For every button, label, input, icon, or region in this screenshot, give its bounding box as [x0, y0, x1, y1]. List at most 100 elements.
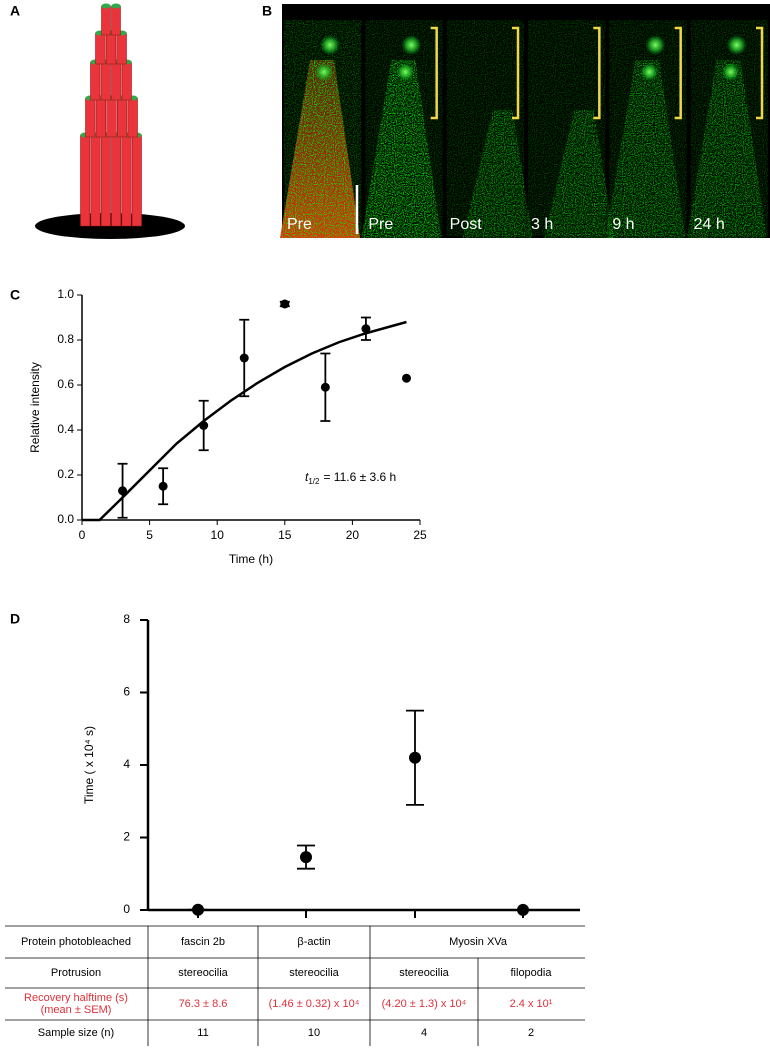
table-cell: (4.20 ± 1.3) x 10⁴	[382, 998, 467, 1010]
fit-curve	[82, 320, 407, 522]
frame-label: Pre	[287, 216, 312, 233]
cylinder	[117, 97, 128, 138]
y-axis-title: Time ( x 10⁴ s)	[82, 726, 96, 804]
tip-signal	[645, 35, 666, 55]
green-stain	[462, 110, 533, 238]
table-cell: 10	[308, 1027, 320, 1039]
y-tick-label: 4	[123, 757, 130, 771]
y-tick-label: 0.2	[57, 467, 74, 481]
table-cell: stereocilia	[399, 967, 449, 979]
annotation-part: t	[305, 470, 309, 484]
table-cell: (1.46 ± 0.32) x 10⁴	[269, 998, 360, 1010]
frame-label: 24 h	[694, 216, 725, 233]
table-cell: Myosin XVa	[449, 936, 508, 948]
y-tick-label: 1.0	[57, 287, 74, 301]
y-tick-label: 8	[123, 612, 130, 626]
table-cell: 4	[421, 1027, 427, 1039]
table-cell: 11	[197, 1027, 208, 1039]
y-tick-label: 0.6	[57, 377, 74, 391]
bracket	[430, 26, 438, 120]
tip-signal	[315, 63, 333, 81]
y-tick-label: 2	[123, 830, 130, 844]
table: Protein photobleached fascin 2b β-actin Myo…	[5, 925, 585, 1046]
data-point	[401, 373, 411, 383]
bracket	[756, 26, 764, 120]
cylinder	[121, 134, 132, 227]
tip-signal	[721, 63, 740, 81]
tip-signal	[320, 35, 340, 55]
micrograph: Pre Pre Post 3 h 9 h 24 h	[280, 4, 770, 238]
cylinder	[100, 61, 111, 101]
table-cell: Protrusion	[51, 967, 101, 979]
cylinder	[90, 134, 101, 227]
table-cell: 76.3 ± 8.6	[179, 998, 228, 1010]
tip-signal	[396, 63, 415, 81]
cylinder	[85, 97, 96, 138]
panel-c: C 0.0 0.2 0.4 0.6 0.8 1.0 0 5 10 15 20 25 Time (h) Rel…	[10, 287, 427, 566]
tip	[101, 3, 111, 9]
cylinder	[95, 32, 106, 65]
x-tick-label: 20	[346, 528, 360, 542]
data-point	[158, 481, 168, 491]
frame-label: 9 h	[612, 216, 634, 233]
table-cell: β-actin	[297, 936, 330, 948]
cylinder	[111, 61, 122, 101]
x-tick-label: 15	[278, 528, 292, 542]
table-cell: Recovery halftime (s)	[24, 992, 128, 1004]
x-tick-label: 0	[79, 528, 86, 542]
data-point	[409, 751, 421, 764]
cylinder	[95, 97, 106, 138]
cylinder	[100, 134, 111, 227]
table-cell: 2.4 x 10¹	[510, 998, 553, 1010]
cylinder	[121, 61, 132, 101]
table-cell: 2	[528, 1027, 534, 1039]
frame-label: Post	[450, 216, 483, 233]
x-tick-label: 5	[146, 528, 153, 542]
y-tick-label: 0.4	[57, 422, 74, 436]
data-point	[192, 903, 204, 916]
stereocilia-diagram	[35, 3, 185, 239]
cylinder	[111, 5, 121, 36]
panel-label: B	[262, 3, 272, 19]
data-point	[239, 353, 249, 363]
bracket	[593, 26, 601, 120]
green-stain	[361, 60, 442, 238]
frame-label: Pre	[368, 216, 393, 233]
panel-d: D 0 2 4 6 8 Time ( x 10⁴ s)	[10, 611, 580, 918]
panel-label: D	[10, 611, 20, 627]
table-cell: Protein photobleached	[21, 936, 131, 948]
table-cell: Sample size (n)	[38, 1027, 114, 1039]
data-point	[517, 903, 529, 916]
table-cell: stereocilia	[289, 967, 339, 979]
green-stain	[605, 60, 686, 238]
data-point	[280, 299, 290, 309]
cylinder	[101, 5, 111, 36]
table-cell: stereocilia	[178, 967, 228, 979]
bracket	[512, 26, 520, 120]
tip-signal	[401, 35, 422, 55]
annotation-part: = 11.6 ± 3.6 h	[323, 470, 396, 484]
tip-signal	[640, 63, 659, 81]
table-cell: (mean ± SEM)	[41, 1004, 112, 1016]
cylinder	[80, 134, 91, 227]
green-stain	[686, 60, 767, 238]
cylinder	[131, 134, 142, 227]
annotation-part: 1/2	[308, 477, 320, 486]
panel-label: C	[10, 287, 20, 303]
x-tick-label: 10	[211, 528, 225, 542]
y-tick-label: 0.8	[57, 332, 74, 346]
bracket	[674, 26, 682, 120]
cylinder	[90, 61, 101, 101]
table-cell: fascin 2b	[181, 936, 225, 948]
panel-label: A	[10, 3, 20, 19]
x-axis-title: Time (h)	[229, 552, 273, 566]
tip-signal	[726, 35, 747, 55]
cylinder	[106, 97, 117, 138]
green-stain	[544, 110, 614, 238]
y-tick-label: 0	[123, 902, 130, 916]
cylinder	[105, 32, 117, 65]
data-point	[300, 851, 312, 864]
cylinder	[116, 32, 127, 65]
